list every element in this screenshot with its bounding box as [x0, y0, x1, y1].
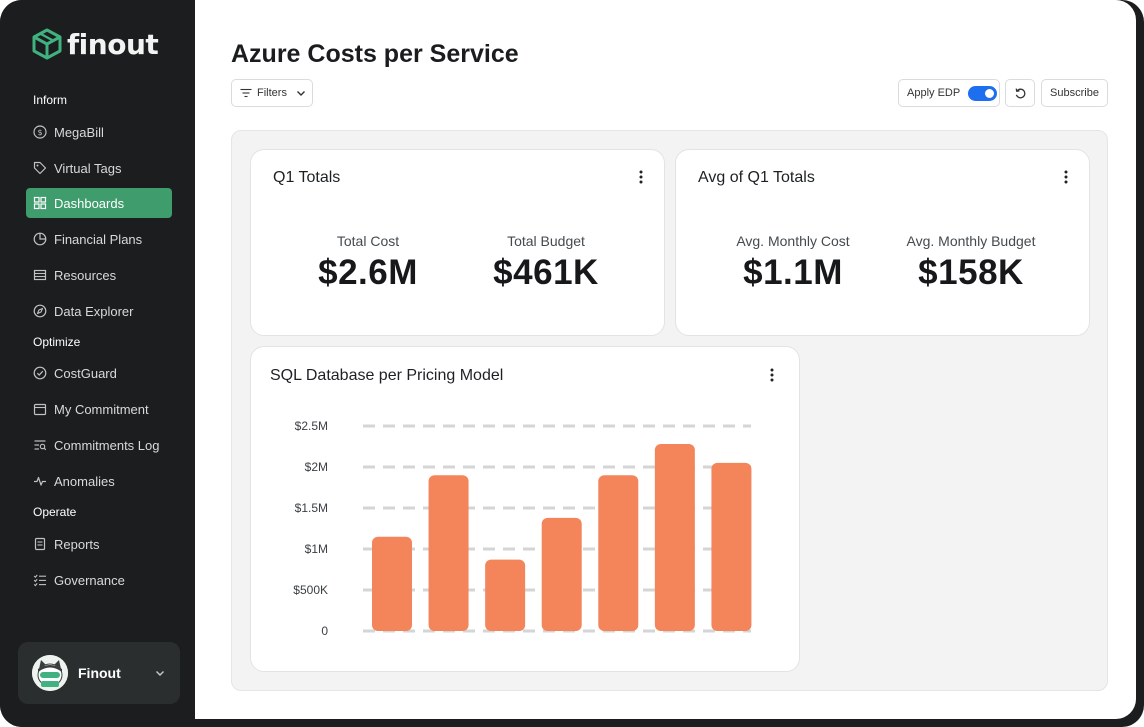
- metric-value: $1.1M: [743, 253, 843, 292]
- section-inform: Inform: [33, 93, 68, 107]
- sidebar-item-label: Resources: [54, 267, 117, 283]
- chart-bar[interactable]: [485, 559, 526, 631]
- y-tick-label: $1M: [305, 542, 328, 556]
- metric-label: Avg. Monthly Budget: [906, 233, 1036, 249]
- metric-total-budget: Total Budget $461K: [456, 233, 636, 293]
- sidebar-item-label: Dashboards: [54, 195, 125, 211]
- kebab-menu-icon[interactable]: [1056, 167, 1076, 187]
- metric-value: $158K: [918, 253, 1024, 292]
- chart-bar[interactable]: [598, 475, 639, 631]
- apply-edp-label: Apply EDP: [907, 87, 961, 99]
- chart-bar[interactable]: [711, 462, 752, 631]
- sidebar-item-data-explorer[interactable]: Data Explorer: [26, 296, 172, 326]
- sidebar-item-resources[interactable]: Resources: [26, 260, 172, 290]
- filters-button[interactable]: Filters: [231, 79, 313, 107]
- main-content: Azure Costs per Service Filters Apply ED…: [195, 0, 1136, 719]
- section-operate: Operate: [33, 505, 77, 519]
- user-menu[interactable]: Finout: [18, 642, 180, 704]
- subscribe-button[interactable]: Subscribe: [1041, 79, 1108, 107]
- pulse-icon: [33, 474, 47, 488]
- chart-bar[interactable]: [372, 536, 412, 631]
- metric-label: Total Cost: [336, 233, 400, 249]
- sidebar-item-governance[interactable]: Governance: [26, 565, 172, 595]
- filter-icon: [240, 88, 252, 98]
- refresh-icon: [1014, 87, 1027, 100]
- logo-text: finout: [67, 27, 159, 61]
- metric-label: Avg. Monthly Cost: [736, 233, 850, 249]
- table-icon: [33, 268, 47, 282]
- chevron-down-icon: [154, 667, 166, 679]
- svg-text:$: $: [37, 128, 42, 137]
- card-title: Q1 Totals: [273, 169, 341, 186]
- kebab-menu-icon[interactable]: [762, 365, 782, 385]
- y-tick-label: $2M: [305, 460, 328, 474]
- dashboard-canvas: Q1 Totals Total Cost $2.6M Total Budget …: [231, 130, 1108, 691]
- sidebar-item-label: Data Explorer: [54, 303, 134, 319]
- sidebar-item-my-commitment[interactable]: My Commitment: [26, 394, 172, 424]
- metric-label: Total Budget: [507, 233, 585, 249]
- section-optimize: Optimize: [33, 335, 81, 349]
- metric-avg-monthly-cost: Avg. Monthly Cost $1.1M: [703, 233, 883, 293]
- tag-icon: [33, 161, 47, 175]
- sidebar-item-label: Virtual Tags: [54, 160, 122, 176]
- sidebar-item-virtual-tags[interactable]: Virtual Tags: [26, 153, 172, 183]
- chart-bar[interactable]: [541, 517, 582, 631]
- card-title: SQL Database per Pricing Model: [270, 367, 504, 384]
- avg-q1-totals-card: Avg of Q1 Totals Avg. Monthly Cost $1.1M…: [675, 149, 1090, 336]
- y-tick-label: $1.5M: [295, 501, 328, 515]
- sidebar-item-label: Governance: [54, 572, 125, 588]
- sidebar-item-megabill[interactable]: $ MegaBill: [26, 117, 172, 147]
- logo[interactable]: finout: [31, 26, 159, 62]
- refresh-button[interactable]: [1005, 79, 1035, 107]
- sidebar-item-anomalies[interactable]: Anomalies: [26, 466, 172, 496]
- dollar-circle-icon: $: [33, 125, 47, 139]
- sidebar-item-label: MegaBill: [54, 124, 104, 140]
- document-icon: [33, 537, 47, 551]
- sidebar-item-costguard[interactable]: CostGuard: [26, 358, 172, 388]
- list-search-icon: [33, 438, 47, 452]
- sidebar-item-label: Anomalies: [54, 473, 115, 489]
- y-tick-label: $2.5M: [295, 419, 328, 433]
- metric-value: $2.6M: [318, 253, 418, 292]
- grid-icon: [33, 196, 47, 210]
- cube-logo-icon: [31, 28, 63, 60]
- sidebar-item-financial-plans[interactable]: Financial Plans: [26, 224, 172, 254]
- chart-bar[interactable]: [428, 475, 469, 631]
- sidebar-item-label: My Commitment: [54, 401, 149, 417]
- kebab-menu-icon[interactable]: [631, 167, 651, 187]
- page-title: Azure Costs per Service: [231, 40, 519, 68]
- sidebar-item-dashboards[interactable]: Dashboards: [26, 188, 172, 218]
- checklist-icon: [33, 573, 47, 587]
- y-tick-label: $500K: [293, 583, 328, 597]
- filters-label: Filters: [257, 87, 287, 99]
- chart-bar[interactable]: [654, 444, 695, 631]
- shield-check-icon: [33, 366, 47, 380]
- bar-chart: 0 $500K $1M $1.5M $2M $2.5M: [293, 419, 752, 638]
- card-title: Avg of Q1 Totals: [698, 169, 815, 186]
- sidebar-item-reports[interactable]: Reports: [26, 529, 172, 559]
- sidebar: finout Inform $ MegaBill Virtual Tags Da…: [0, 0, 195, 727]
- metric-total-cost: Total Cost $2.6M: [278, 233, 458, 293]
- sql-database-chart-card: SQL Database per Pricing Model 0 $500K $1M…: [250, 346, 800, 672]
- sidebar-item-label: CostGuard: [54, 365, 117, 381]
- pie-icon: [33, 232, 47, 246]
- sidebar-item-label: Commitments Log: [54, 437, 160, 453]
- sidebar-item-label: Financial Plans: [54, 231, 143, 247]
- chevron-down-icon: [295, 87, 307, 99]
- sidebar-item-label: Reports: [54, 536, 100, 552]
- avatar: [32, 655, 68, 691]
- y-tick-label: 0: [321, 624, 328, 638]
- q1-totals-card: Q1 Totals Total Cost $2.6M Total Budget …: [250, 149, 665, 336]
- compass-icon: [33, 304, 47, 318]
- apply-edp-control: Apply EDP: [898, 79, 1000, 107]
- user-name: Finout: [78, 665, 121, 681]
- sidebar-item-commitments-log[interactable]: Commitments Log: [26, 430, 172, 460]
- metric-avg-monthly-budget: Avg. Monthly Budget $158K: [881, 233, 1061, 293]
- calendar-icon: [33, 402, 47, 416]
- metric-value: $461K: [493, 253, 599, 292]
- apply-edp-toggle[interactable]: [968, 85, 998, 101]
